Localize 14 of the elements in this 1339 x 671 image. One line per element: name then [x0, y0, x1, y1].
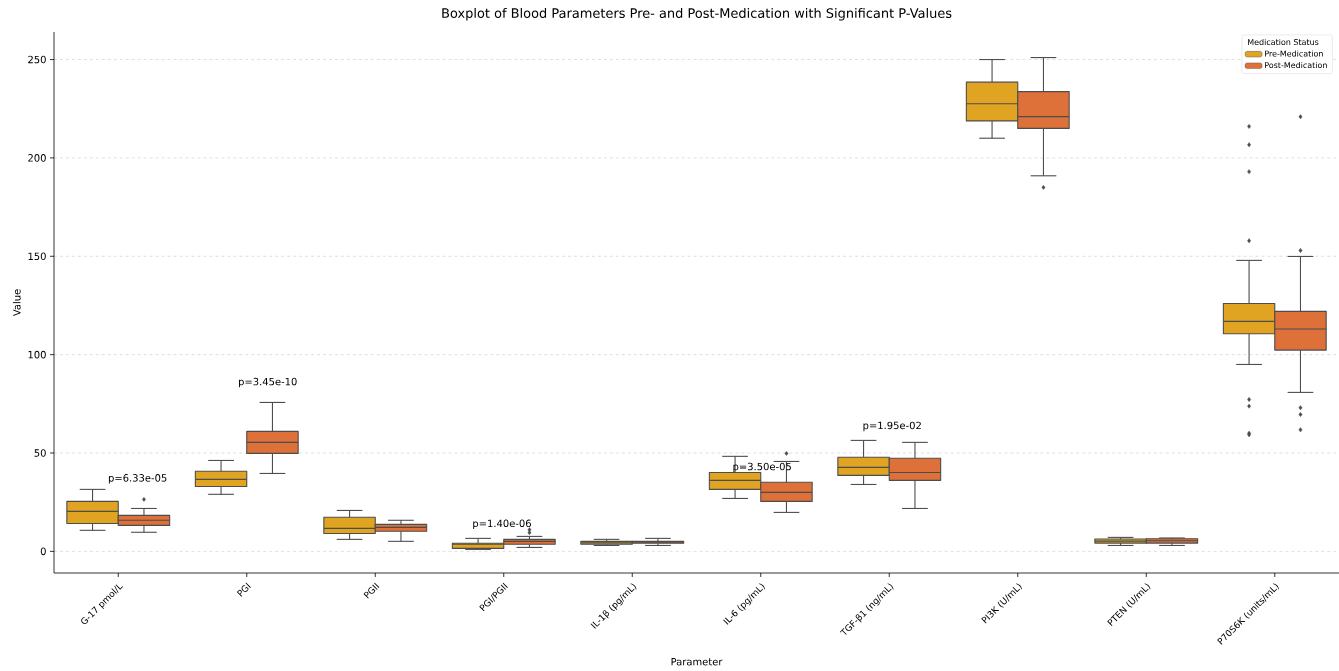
x-tick-label: PGI	[236, 582, 251, 597]
chart-title: Boxplot of Blood Parameters Pre- and Post-Medication with Significant P-Values	[442, 7, 952, 21]
x-axis-title: Parameter	[671, 658, 723, 666]
y-tick-label: 250	[28, 55, 46, 64]
y-tick-label: 200	[28, 154, 46, 162]
y-tick-label: 0	[40, 547, 46, 556]
annotation: p=3.45e-10	[238, 377, 297, 388]
y-tick-label: 50	[34, 449, 46, 457]
annotation: p=1.95e-02	[863, 421, 921, 432]
y-axis-title: Value	[12, 289, 21, 317]
y-tick-label: 100	[28, 350, 46, 359]
annotation: p=6.33e-05	[108, 474, 167, 484]
annotation: p=1.40e-06	[473, 519, 531, 530]
y-tick-label: 150	[28, 252, 46, 261]
